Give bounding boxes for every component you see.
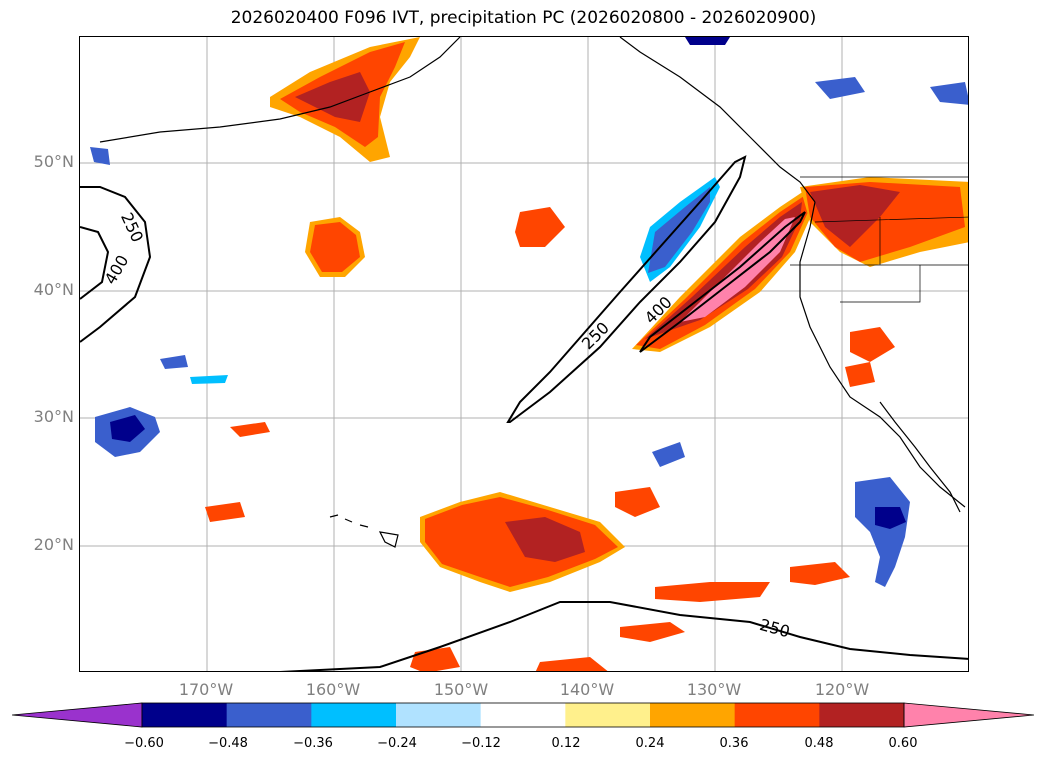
lat-label-40: 40°N [33, 280, 74, 299]
precip-band-ar-dark [645, 202, 802, 339]
neg-blob-baja-core [875, 507, 906, 529]
gridlines [80, 37, 968, 671]
map-panel: 250 400 250 400 250 [79, 36, 969, 672]
colorbar-frame [141, 702, 905, 728]
precip-blob-hawaii-west [230, 422, 270, 437]
precip-blob-southeast-1 [655, 582, 770, 602]
coastline-bc-coast [619, 37, 816, 203]
neg-blob-mid-1 [160, 355, 188, 369]
colorbar-tick-5: −0.12 [461, 736, 501, 751]
state-borders [790, 176, 968, 303]
precip-blob-southeast-2 [790, 562, 850, 585]
map-title: 2026020400 F096 IVT, precipitation PC (2… [230, 8, 817, 28]
colorbar-segment [311, 703, 397, 727]
lat-label-20: 20°N [33, 535, 74, 554]
precip-blob-subtropics-dark [505, 517, 585, 562]
colorbar-segment [565, 703, 651, 727]
lon-label-160w: 160°W [305, 680, 361, 699]
neg-blob-north-2 [930, 82, 968, 105]
lon-label-140w: 140°W [559, 680, 615, 699]
colorbar-segment [480, 703, 566, 727]
coastline-alaska [99, 37, 461, 143]
colorbar-extend-max [903, 702, 1034, 728]
ivt-contour-250-ar [506, 155, 747, 423]
colorbar-tick-10: 0.60 [888, 736, 918, 751]
precip-blob-south-2 [410, 647, 460, 671]
coastlines [99, 37, 968, 548]
lon-label-130w: 130°W [686, 680, 742, 699]
map-canvas: 250 400 250 400 250 [80, 37, 968, 671]
ivt-label-250-ar: 250 [578, 318, 613, 353]
colorbar-tick-1: −0.60 [124, 736, 164, 751]
colorbar-segment [226, 703, 312, 727]
neg-blob-west-pacific-core [110, 415, 145, 442]
precip-blob-ne-small [515, 207, 565, 247]
colorbar-tick-6: 0.12 [551, 736, 581, 751]
colorbar-tick-8: 0.36 [719, 736, 749, 751]
precip-blob-calif-2 [845, 362, 875, 387]
precip-blob-south-1 [620, 622, 685, 642]
lat-label-50: 50°N [33, 152, 74, 171]
colorbar-segment [650, 703, 736, 727]
coastline-west-coast [799, 201, 966, 508]
precip-blob-pacific-nw-dark [810, 185, 900, 247]
colorbar-segment [142, 703, 228, 727]
colorbar-segment [734, 703, 820, 727]
lon-label-150w: 150°W [433, 680, 489, 699]
precip-blob-west-cluster [205, 502, 245, 522]
lat-label-30: 30°N [33, 407, 74, 426]
precip-blob-south-3 [535, 657, 608, 671]
neg-blob-mid-3 [652, 442, 685, 467]
ivt-contour-400-ar [639, 211, 806, 353]
ivt-contour-labels: 250 400 250 400 250 [101, 210, 792, 642]
lon-label-170w: 170°W [178, 680, 234, 699]
ivt-contour-400-west [80, 226, 110, 300]
ivt-contours [80, 155, 968, 671]
colorbar-segment [819, 703, 905, 727]
ivt-label-250-west: 250 [117, 210, 147, 246]
coastline-baja [879, 401, 961, 513]
precip-blob-central-pacific-core [310, 222, 360, 272]
lon-label-120w: 120°W [814, 680, 870, 699]
colorbar [12, 702, 1034, 728]
colorbar-tick-4: −0.24 [377, 736, 417, 751]
neg-blob-baja [855, 477, 910, 587]
precip-blob-calif-1 [850, 327, 895, 362]
colorbar-tick-2: −0.48 [208, 736, 248, 751]
ivt-label-400-west: 400 [101, 252, 133, 288]
ivt-contour-250-south [279, 601, 968, 671]
neg-blob-mid-4 [90, 147, 110, 165]
neg-blob-north-3 [685, 37, 730, 45]
precip-blob-gulf-alaska-dark [295, 72, 370, 122]
hawaii-islands [329, 514, 399, 548]
colorbar-tick-7: 0.24 [635, 736, 665, 751]
colorbar-segment [396, 703, 482, 727]
colorbar-extend-min [12, 702, 143, 728]
positive-precip-areas [205, 37, 968, 671]
neg-blob-mid-2 [190, 375, 228, 384]
colorbar-tick-3: −0.36 [293, 736, 333, 751]
precip-blob-subtropics-east [615, 487, 660, 517]
ivt-label-250-south: 250 [758, 615, 792, 641]
ivt-contour-250-west [80, 186, 152, 343]
colorbar-tick-9: 0.48 [804, 736, 834, 751]
neg-blob-north-1 [815, 77, 865, 99]
